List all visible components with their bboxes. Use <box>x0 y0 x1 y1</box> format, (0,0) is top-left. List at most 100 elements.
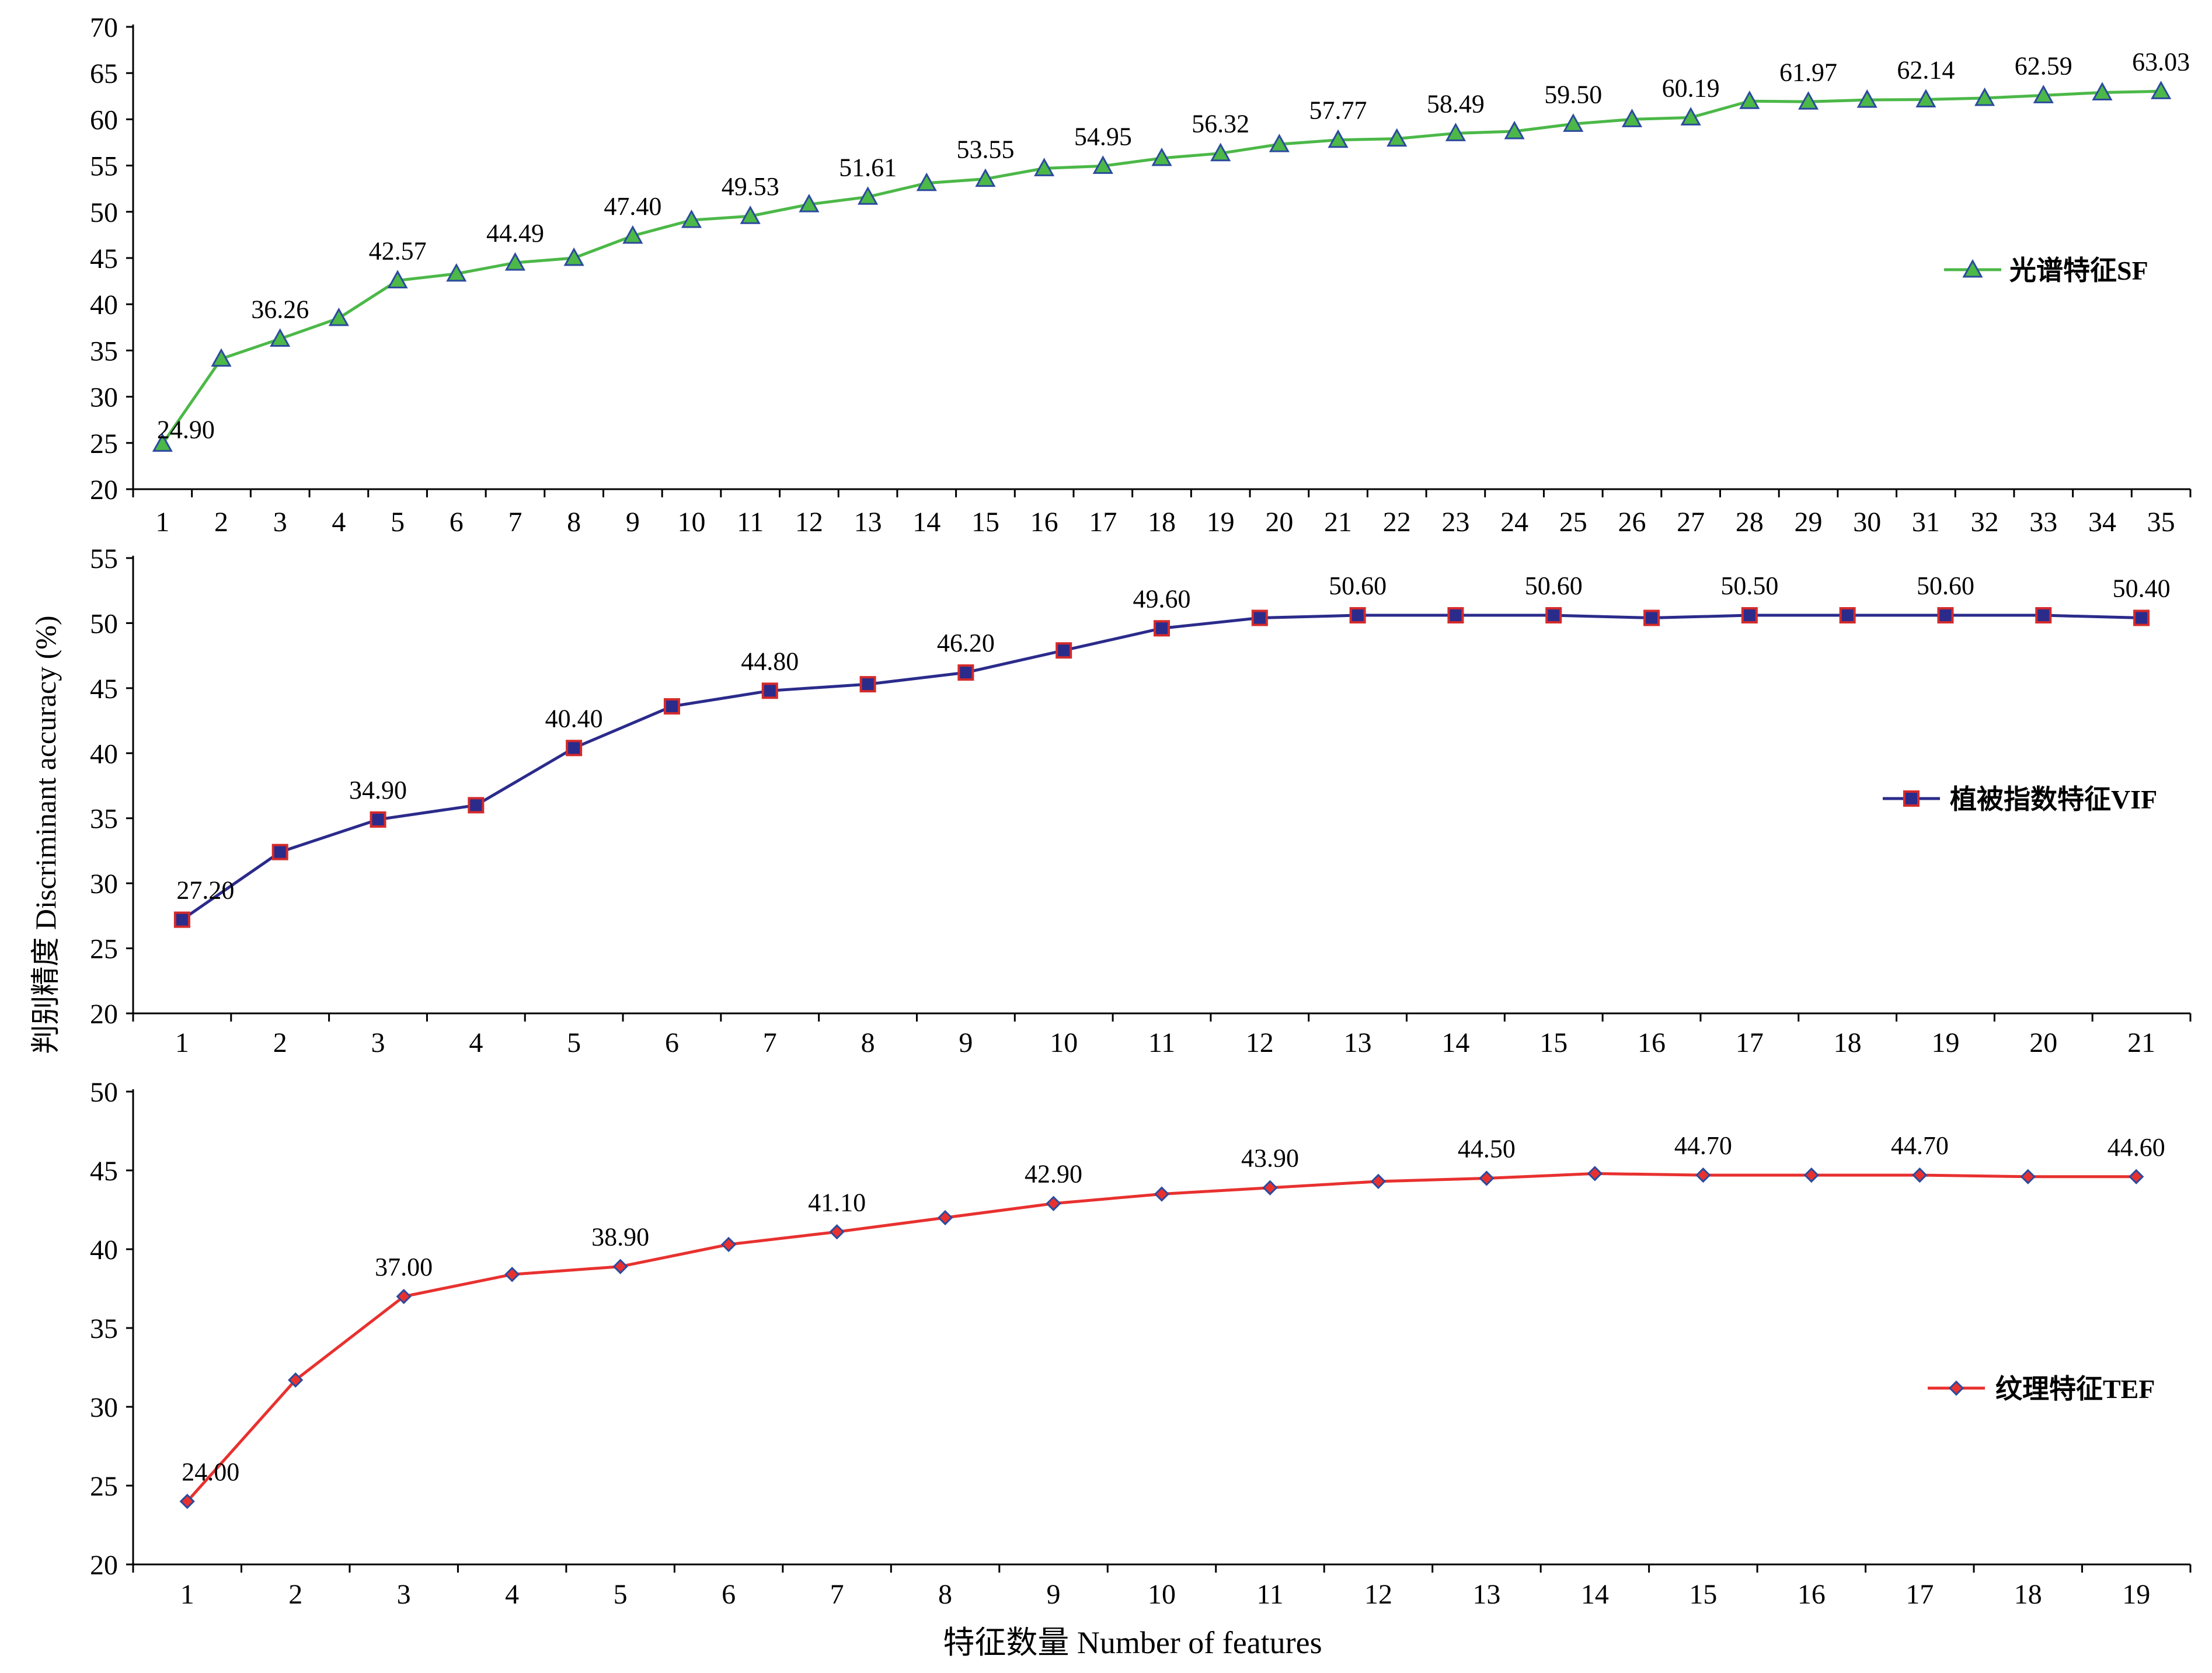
panel3-x-tick-label: 11 <box>1256 1579 1283 1610</box>
panel1-data-point <box>740 205 761 224</box>
panel2-y-tick-label: 40 <box>90 738 118 769</box>
panel2-x-tick-label: 9 <box>959 1027 973 1058</box>
panel1-x-tick-label: 8 <box>567 507 581 538</box>
panel3-y-tick-label: 35 <box>90 1313 118 1344</box>
panel3-x-tick-label: 3 <box>397 1579 411 1610</box>
panel1-x-tick-label: 16 <box>1030 507 1058 538</box>
x-axis-title: 特征数量 Number of features <box>943 1625 1322 1660</box>
panel1-data-point <box>1563 113 1584 132</box>
panel1-x-tick-label: 27 <box>1677 507 1705 538</box>
panel1-y-tick-label: 60 <box>90 104 118 135</box>
panel1-data-point <box>1621 109 1643 127</box>
panel3-data-label: 44.70 <box>1674 1131 1732 1160</box>
panel2-data-label: 34.90 <box>349 776 407 804</box>
panel1-x-tick-label: 24 <box>1500 507 1528 538</box>
panel1-data-label: 62.59 <box>2015 51 2072 80</box>
panel2-y-tick-label: 35 <box>90 804 118 835</box>
panel1-x-tick-label: 12 <box>795 507 823 538</box>
panel1-data-point <box>446 263 467 282</box>
panel3-data-point <box>504 1267 520 1282</box>
panel2-data-label: 50.60 <box>1917 571 1974 600</box>
panel1-x-tick-label: 13 <box>854 507 882 538</box>
panel1-data-point <box>563 247 584 266</box>
panel1-data-point <box>504 252 526 271</box>
panel2-series-line <box>181 614 2142 921</box>
panel2-data-label: 50.60 <box>1329 571 1387 600</box>
panel1-data-point <box>1680 107 1701 126</box>
panel2-legend-marker <box>1903 790 1920 807</box>
panel1-x-tick-label: 25 <box>1559 507 1587 538</box>
panel2-x-tick-label: 16 <box>1638 1027 1666 1058</box>
panel2-data-point <box>370 811 386 828</box>
panel1-x-tick-label: 15 <box>971 507 999 538</box>
panel1-data-point <box>2092 82 2113 100</box>
panel3-data-point <box>1803 1167 1819 1183</box>
panel2-data-point <box>1839 607 1856 624</box>
panel1-series-line <box>161 89 2161 445</box>
panel1-x-tick-label: 10 <box>678 507 706 538</box>
panel2-x-tick-label: 19 <box>1931 1027 1959 1058</box>
panel3-x-tick-label: 7 <box>830 1579 844 1610</box>
panel2-x-tick-label: 7 <box>763 1027 777 1058</box>
panel2-y-tick-label: 20 <box>90 999 118 1030</box>
panel1-data-point <box>1034 158 1055 176</box>
panel2-x-tick-label: 18 <box>1834 1027 1862 1058</box>
panel1-data-point <box>1915 89 1936 108</box>
panel1-y-tick-label: 45 <box>90 243 118 274</box>
panel3-x-tick-label: 10 <box>1148 1579 1176 1610</box>
panel1-data-label: 63.03 <box>2132 47 2190 76</box>
panel3-legend-marker <box>1948 1380 1964 1396</box>
panel1-data-point <box>328 307 349 326</box>
panel1-x-tick-label: 5 <box>391 507 405 538</box>
panel2-y-tick-label: 25 <box>90 934 118 965</box>
panel3-legend-label: 纹理特征TEF <box>1995 1374 2155 1404</box>
panel1-x-tick-label: 31 <box>1912 507 1940 538</box>
panel1-data-label: 53.55 <box>956 135 1014 164</box>
panel1-x-tick-label: 9 <box>626 507 640 538</box>
panel3-x-tick-label: 8 <box>938 1579 952 1610</box>
panel1-data-label: 59.50 <box>1544 80 1602 109</box>
panel3-x-tick-label: 6 <box>722 1579 736 1610</box>
panel3-data-point <box>937 1210 953 1226</box>
panel2-data-point <box>1741 607 1758 624</box>
panel2-x-tick-label: 21 <box>2127 1027 2155 1058</box>
panel3-data-point <box>1912 1167 1928 1183</box>
panel1-data-point <box>975 168 996 187</box>
panel2-data-point <box>1251 609 1268 626</box>
panel3-data-point <box>396 1288 412 1305</box>
panel3-x-tick-label: 9 <box>1047 1579 1061 1610</box>
panel1-x-tick-label: 19 <box>1207 507 1235 538</box>
panel1-x-tick-label: 34 <box>2088 507 2116 538</box>
panel1-data-label: 47.40 <box>604 192 661 221</box>
panel2-data-point <box>1154 620 1170 637</box>
panel2-data-label: 44.80 <box>741 647 799 675</box>
panel2-data-point <box>173 911 190 928</box>
panel1-data-point <box>1445 123 1466 141</box>
panel1-data-point <box>1151 147 1172 166</box>
panel3-data-point <box>1587 1166 1603 1181</box>
panel1-data-point <box>1974 87 1995 106</box>
panel1-x-tick-label: 28 <box>1736 507 1764 538</box>
panel1-data-label: 54.95 <box>1074 122 1132 151</box>
panel2-data-label: 50.60 <box>1525 571 1583 600</box>
panel1-data-point <box>1798 91 1819 110</box>
panel1-data-point <box>1739 90 1760 109</box>
panel2-x-tick-label: 5 <box>567 1027 581 1058</box>
panel1-x-tick-label: 17 <box>1089 507 1117 538</box>
panel2-x-tick-label: 4 <box>469 1027 483 1058</box>
panel2-data-label: 50.40 <box>2113 574 2171 603</box>
panel2-x-tick-label: 11 <box>1148 1027 1175 1058</box>
panel1-data-point <box>1328 129 1349 148</box>
panel2-x-tick-label: 12 <box>1246 1027 1274 1058</box>
panel2-data-point <box>2133 609 2150 626</box>
panel1-x-tick-label: 1 <box>155 507 169 538</box>
panel1-x-tick-label: 29 <box>1795 507 1823 538</box>
panel1-x-tick-label: 33 <box>2029 507 2057 538</box>
panel3-data-label: 44.50 <box>1458 1135 1516 1163</box>
panel2-y-tick-label: 50 <box>90 608 118 639</box>
panel2-data-point <box>566 740 583 757</box>
panel3-y-tick-label: 45 <box>90 1156 118 1187</box>
panel2-x-tick-label: 10 <box>1050 1027 1078 1058</box>
panel1-data-label: 60.19 <box>1662 74 1720 102</box>
panel2-x-tick-label: 8 <box>861 1027 875 1058</box>
